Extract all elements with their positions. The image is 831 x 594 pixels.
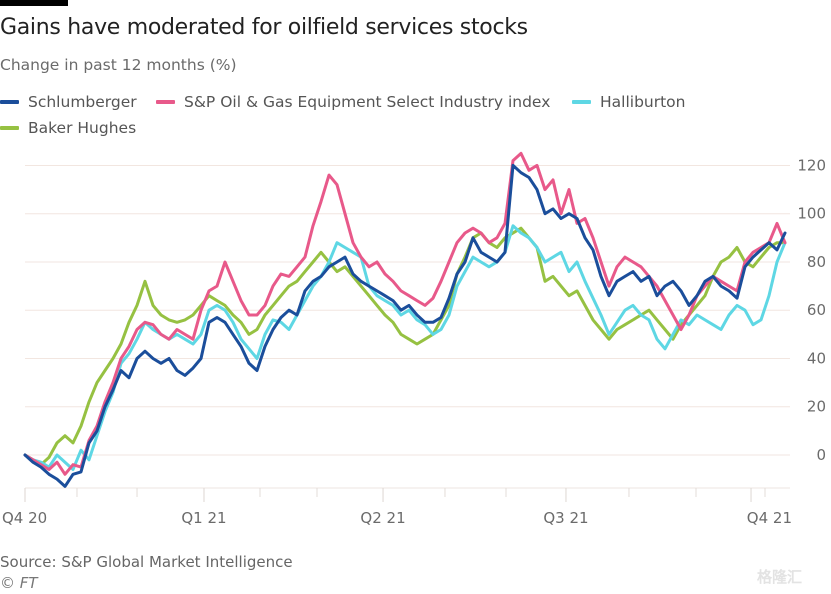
x-tick-label: Q4 20 bbox=[2, 509, 47, 527]
y-tick-label: 100 bbox=[797, 205, 826, 223]
legend-label: Baker Hughes bbox=[28, 119, 137, 137]
x-tick-label: Q3 21 bbox=[543, 509, 588, 527]
legend-item-sp-index: S&P Oil & Gas Equipment Select Industry … bbox=[156, 93, 550, 111]
chart-subtitle: Change in past 12 months (%) bbox=[0, 56, 237, 74]
y-tick-label: 40 bbox=[807, 349, 826, 367]
legend-swatch-schlumberger bbox=[0, 100, 19, 104]
series-line-halliburton bbox=[23, 224, 787, 471]
series-line-baker-hughes bbox=[23, 226, 787, 467]
legend-label: S&P Oil & Gas Equipment Select Industry … bbox=[184, 93, 551, 111]
y-axis: 0 20 40 60 80 100 120 bbox=[797, 156, 826, 464]
y-tick-label: 60 bbox=[807, 301, 826, 319]
legend-label: Schlumberger bbox=[28, 93, 137, 111]
x-tick-label: Q4 21 bbox=[747, 509, 792, 527]
legend-item-schlumberger: Schlumberger bbox=[0, 93, 137, 111]
series-line-s-p-oil-gas-equipment-select-industry-index bbox=[23, 151, 787, 476]
series-lines bbox=[23, 151, 787, 488]
legend-item-halliburton: Halliburton bbox=[572, 93, 686, 111]
series-line-schlumberger bbox=[23, 163, 787, 488]
y-tick-label: 0 bbox=[816, 446, 826, 464]
legend-item-baker-hughes: Baker Hughes bbox=[0, 119, 136, 137]
watermark: 格隆汇 bbox=[757, 568, 803, 586]
chart-title: Gains have moderated for oilfield servic… bbox=[0, 15, 528, 40]
y-tick-label: 120 bbox=[797, 156, 826, 174]
legend-swatch-halliburton bbox=[572, 100, 591, 104]
y-tick-label: 80 bbox=[807, 253, 826, 271]
y-tick-label: 20 bbox=[807, 398, 826, 416]
legend-swatch-baker-hughes bbox=[0, 126, 19, 130]
ft-brand-bar bbox=[0, 0, 68, 6]
legend-label: Halliburton bbox=[600, 93, 686, 111]
legend-swatch-sp-index bbox=[156, 100, 175, 104]
x-tick-label: Q2 21 bbox=[360, 509, 405, 527]
source-note: Source: S&P Global Market Intelligence bbox=[0, 553, 293, 571]
copyright-note: © FT bbox=[0, 574, 38, 592]
x-axis: Q4 20 Q1 21 Q2 21 Q3 21 Q4 21 bbox=[2, 487, 792, 527]
x-tick-label: Q1 21 bbox=[181, 509, 226, 527]
